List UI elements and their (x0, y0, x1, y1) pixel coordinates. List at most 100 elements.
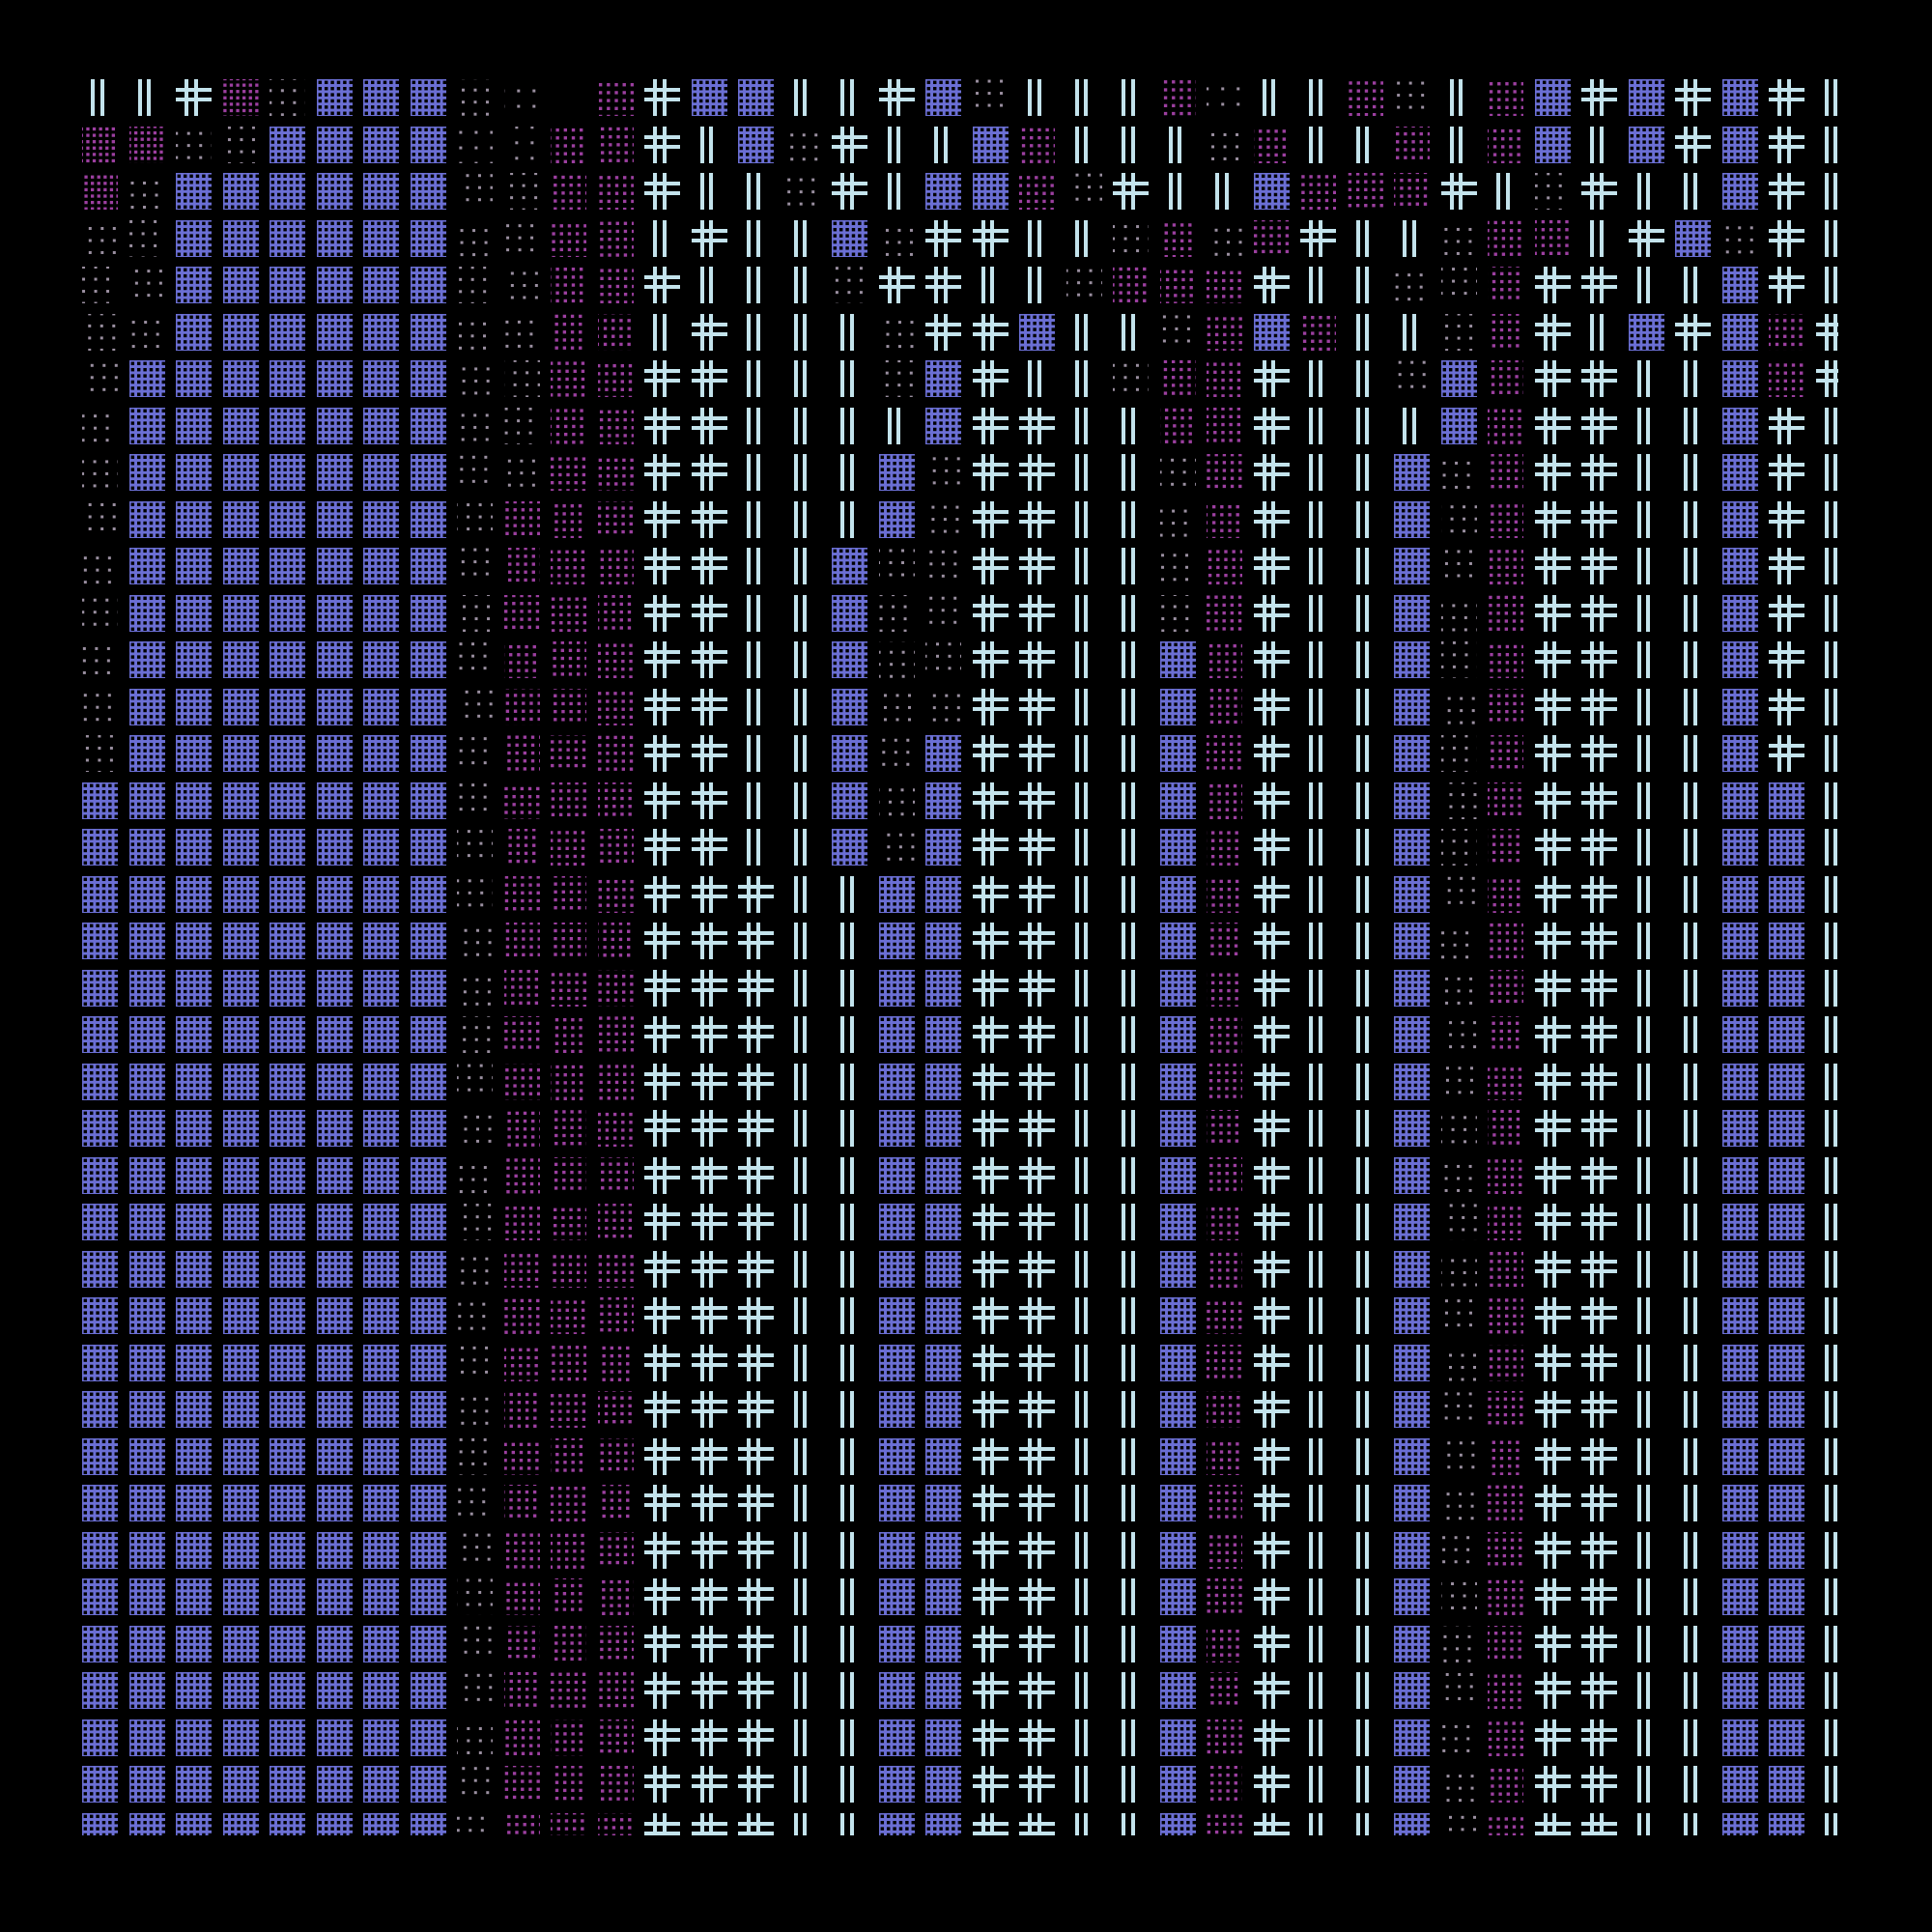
heatmap-cell[interactable] (1207, 688, 1242, 725)
heatmap-cell[interactable] (1581, 1110, 1617, 1147)
heatmap-cell[interactable] (644, 829, 680, 866)
heatmap-cell[interactable] (1348, 500, 1383, 538)
heatmap-cell[interactable] (1440, 1297, 1477, 1334)
heatmap-cell[interactable] (1160, 173, 1196, 210)
heatmap-cell[interactable] (270, 594, 305, 632)
heatmap-cell[interactable] (551, 1391, 586, 1428)
heatmap-cell[interactable] (1348, 126, 1383, 163)
heatmap-cell[interactable] (738, 829, 774, 866)
heatmap-cell[interactable] (316, 1344, 353, 1381)
heatmap-cell[interactable] (316, 360, 353, 397)
heatmap-cell[interactable] (551, 313, 586, 351)
heatmap-cell[interactable] (1300, 1250, 1336, 1288)
heatmap-cell[interactable] (1629, 454, 1664, 491)
heatmap-cell[interactable] (1629, 407, 1664, 444)
heatmap-cell[interactable] (597, 1391, 634, 1428)
heatmap-cell[interactable] (1629, 1578, 1664, 1615)
heatmap-cell[interactable] (410, 1437, 446, 1475)
heatmap-cell[interactable] (316, 1672, 353, 1709)
heatmap-cell[interactable] (644, 1485, 680, 1521)
heatmap-cell[interactable] (1019, 594, 1055, 632)
heatmap-cell[interactable] (878, 1672, 915, 1709)
heatmap-cell[interactable] (410, 173, 446, 210)
heatmap-cell[interactable] (973, 267, 1009, 303)
heatmap-cell[interactable] (1113, 1625, 1149, 1662)
heatmap-cell[interactable] (222, 594, 259, 632)
heatmap-cell[interactable] (925, 1485, 961, 1521)
heatmap-cell[interactable] (410, 454, 446, 491)
heatmap-cell[interactable] (1581, 1204, 1617, 1240)
heatmap-cell[interactable] (551, 875, 586, 913)
heatmap-cell[interactable] (1253, 1437, 1290, 1475)
heatmap-cell[interactable] (128, 548, 165, 584)
heatmap-cell[interactable] (1113, 267, 1149, 303)
heatmap-cell[interactable] (691, 1344, 727, 1381)
heatmap-cell[interactable] (457, 1578, 493, 1615)
heatmap-cell[interactable] (1581, 407, 1617, 444)
heatmap-cell[interactable] (1440, 1204, 1477, 1240)
heatmap-cell[interactable] (1675, 1391, 1711, 1428)
heatmap-cell[interactable] (1816, 173, 1839, 210)
heatmap-cell[interactable] (738, 1766, 774, 1803)
heatmap-cell[interactable] (785, 735, 821, 772)
heatmap-cell[interactable] (82, 1485, 118, 1521)
heatmap-cell[interactable] (972, 1016, 1009, 1053)
heatmap-cell[interactable] (1394, 1578, 1430, 1615)
heatmap-cell[interactable] (316, 454, 353, 491)
heatmap-cell[interactable] (363, 79, 399, 116)
heatmap-cell[interactable] (1629, 688, 1664, 725)
heatmap-cell[interactable] (878, 1016, 915, 1053)
heatmap-cell[interactable] (1534, 1063, 1571, 1100)
heatmap-cell[interactable] (1816, 500, 1839, 538)
heatmap-cell[interactable] (363, 360, 399, 397)
heatmap-cell[interactable] (176, 781, 212, 819)
heatmap-cell[interactable] (176, 360, 212, 397)
heatmap-cell[interactable] (1113, 1672, 1149, 1709)
heatmap-cell[interactable] (1207, 1063, 1242, 1100)
heatmap-cell[interactable] (1066, 875, 1102, 913)
heatmap-cell[interactable] (1534, 688, 1571, 725)
heatmap-cell[interactable] (1581, 875, 1617, 913)
heatmap-cell[interactable] (457, 923, 493, 959)
heatmap-cell[interactable] (1440, 219, 1477, 257)
heatmap-cell[interactable] (1253, 1204, 1290, 1240)
heatmap-cell[interactable] (1253, 126, 1290, 163)
heatmap-cell[interactable] (1488, 500, 1523, 538)
heatmap-cell[interactable] (1721, 1204, 1758, 1240)
heatmap-cell[interactable] (128, 1625, 165, 1662)
heatmap-cell[interactable] (691, 1766, 727, 1803)
heatmap-cell[interactable] (832, 1766, 867, 1803)
heatmap-cell[interactable] (785, 548, 821, 584)
heatmap-cell[interactable] (925, 594, 961, 632)
heatmap-cell[interactable] (1159, 313, 1196, 351)
heatmap-cell[interactable] (738, 1625, 774, 1662)
heatmap-cell[interactable] (551, 173, 586, 210)
heatmap-cell[interactable] (1675, 829, 1711, 866)
heatmap-cell[interactable] (270, 1672, 305, 1709)
heatmap-cell[interactable] (82, 1344, 118, 1381)
heatmap-cell[interactable] (785, 641, 821, 678)
heatmap-cell[interactable] (1394, 1672, 1430, 1709)
heatmap-cell[interactable] (176, 219, 212, 257)
heatmap-cell[interactable] (222, 173, 259, 210)
heatmap-cell[interactable] (82, 1016, 118, 1053)
heatmap-cell[interactable] (1300, 735, 1336, 772)
heatmap-cell[interactable] (270, 407, 305, 444)
heatmap-cell[interactable] (597, 173, 634, 210)
heatmap-cell[interactable] (1394, 79, 1430, 116)
heatmap-cell[interactable] (1440, 407, 1477, 444)
heatmap-cell[interactable] (82, 1110, 118, 1147)
heatmap-cell[interactable] (222, 360, 259, 397)
heatmap-cell[interactable] (222, 1531, 259, 1569)
heatmap-cell[interactable] (503, 1204, 540, 1240)
heatmap-cell[interactable] (972, 454, 1009, 491)
heatmap-cell[interactable] (1207, 1719, 1242, 1756)
heatmap-cell[interactable] (925, 1016, 961, 1053)
heatmap-cell[interactable] (1300, 1625, 1336, 1662)
heatmap-cell[interactable] (832, 454, 867, 491)
heatmap-cell[interactable] (925, 313, 961, 351)
heatmap-cell[interactable] (1488, 594, 1523, 632)
heatmap-cell[interactable] (1113, 1110, 1149, 1147)
heatmap-cell[interactable] (270, 1250, 305, 1288)
heatmap-cell[interactable] (1534, 1250, 1571, 1288)
